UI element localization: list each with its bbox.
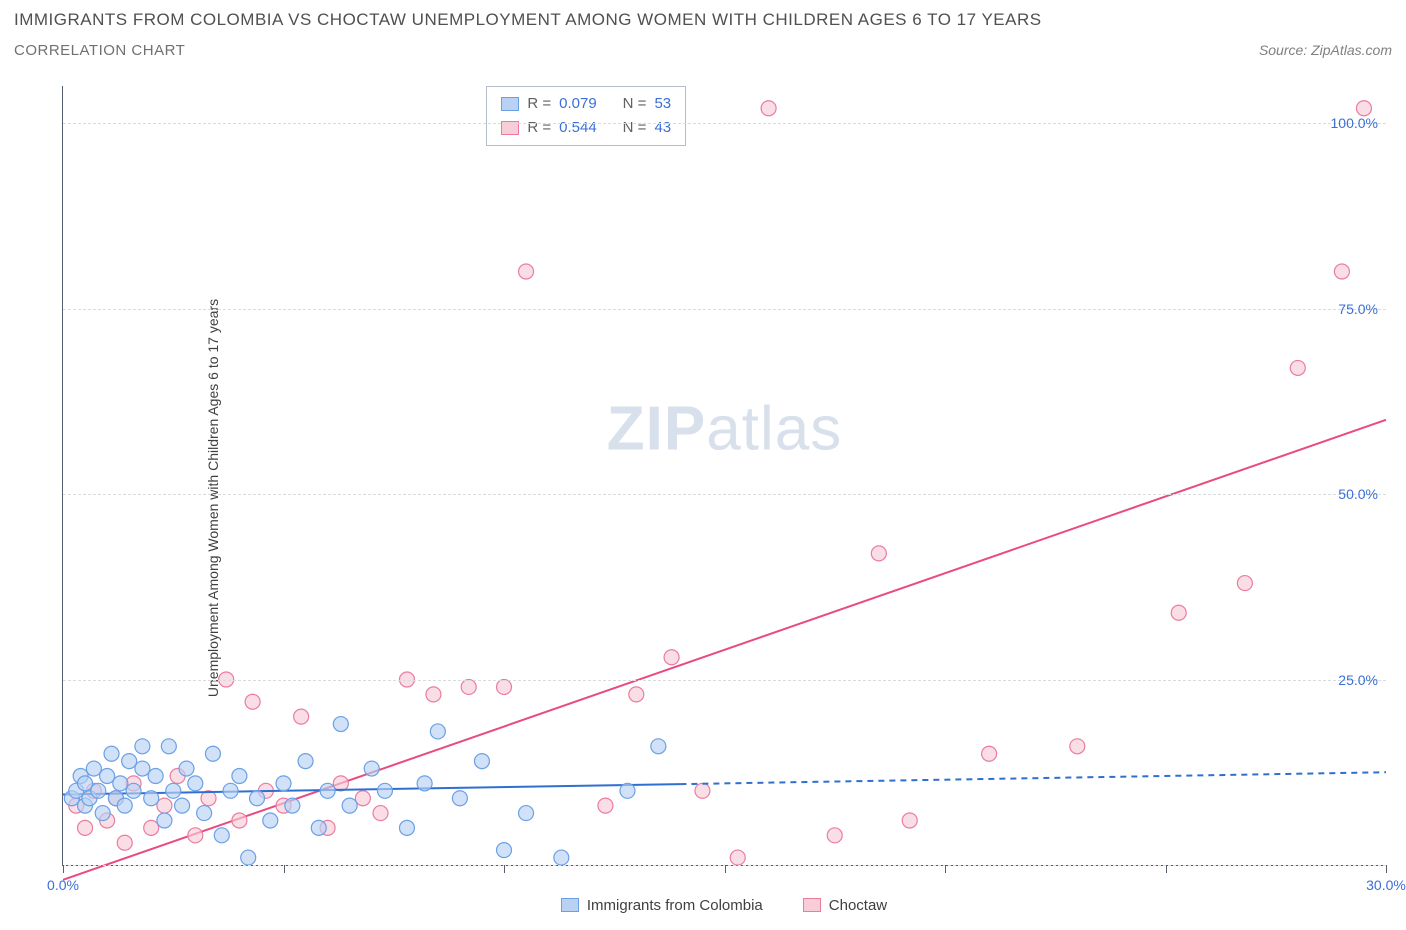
correlation-chart: Unemployment Among Women with Children A… — [14, 80, 1392, 916]
y-tick-label: 50.0% — [1338, 486, 1378, 502]
legend-item-choctaw: Choctaw — [803, 897, 887, 914]
source-label: Source: ZipAtlas.com — [1259, 42, 1392, 58]
plot-area: ZIPatlas R = 0.079 N = 53 R = 0.544 N = … — [62, 86, 1386, 866]
x-tick-label: 0.0% — [47, 877, 79, 893]
y-tick-label: 75.0% — [1338, 301, 1378, 317]
main-title: IMMIGRANTS FROM COLOMBIA VS CHOCTAW UNEM… — [14, 10, 1392, 30]
legend-row-colombia: R = 0.079 N = 53 — [501, 92, 671, 116]
legend-item-colombia: Immigrants from Colombia — [561, 897, 763, 914]
swatch-colombia-icon — [561, 898, 579, 912]
stats-legend: R = 0.079 N = 53 R = 0.544 N = 43 — [486, 86, 686, 146]
y-tick-label: 25.0% — [1338, 672, 1378, 688]
x-tick-label: 30.0% — [1366, 877, 1406, 893]
y-tick-label: 100.0% — [1331, 115, 1378, 131]
series-legend: Immigrants from Colombia Choctaw — [62, 894, 1386, 916]
swatch-choctaw-icon — [803, 898, 821, 912]
swatch-colombia — [501, 97, 519, 111]
legend-row-choctaw: R = 0.544 N = 43 — [501, 116, 671, 140]
subtitle: CORRELATION CHART — [14, 42, 185, 59]
scatter-svg — [63, 86, 1386, 865]
